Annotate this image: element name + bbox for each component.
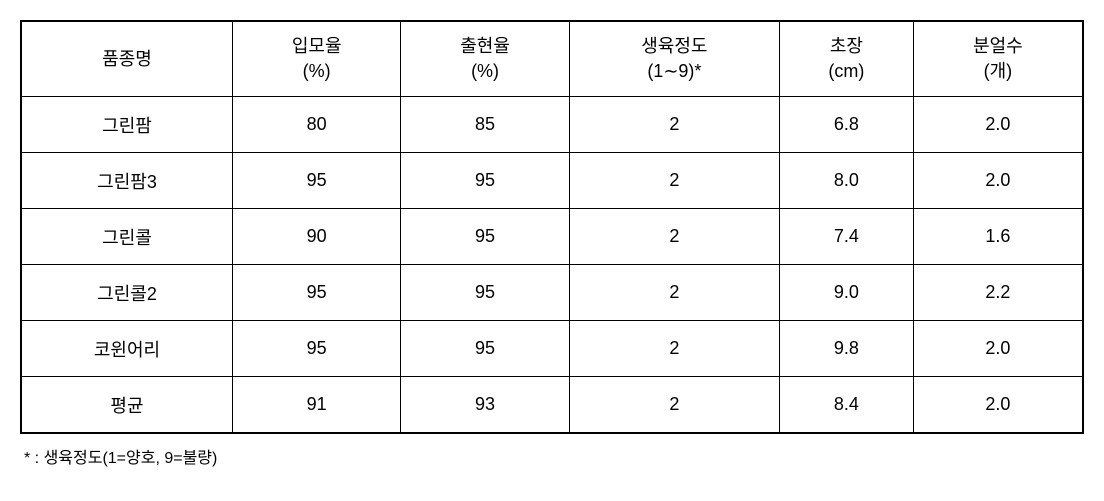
- col-header-emergence: 출현율 (%): [401, 21, 569, 97]
- table-row: 그린콜2 95 95 2 9.0 2.2: [21, 265, 1083, 321]
- cell-value: 95: [232, 153, 400, 209]
- header-main-label: 품종명: [30, 47, 224, 72]
- cell-value: 85: [401, 97, 569, 153]
- cell-variety: 그린콜2: [21, 265, 232, 321]
- cell-value: 2.0: [913, 321, 1083, 377]
- header-unit-label: (개): [922, 59, 1074, 84]
- cell-variety: 그린팜3: [21, 153, 232, 209]
- cell-value: 93: [401, 377, 569, 433]
- cell-value: 95: [232, 321, 400, 377]
- table-body: 그린팜 80 85 2 6.8 2.0 그린팜3 95 95 2 8.0 2.0…: [21, 97, 1083, 433]
- cell-value: 8.4: [779, 377, 913, 433]
- cell-variety: 코윈어리: [21, 321, 232, 377]
- col-header-establishment: 입모율 (%): [232, 21, 400, 97]
- table-row: 그린팜 80 85 2 6.8 2.0: [21, 97, 1083, 153]
- cell-value: 9.0: [779, 265, 913, 321]
- table-row: 평균 91 93 2 8.4 2.0: [21, 377, 1083, 433]
- col-header-variety: 품종명: [21, 21, 232, 97]
- cell-value: 95: [401, 321, 569, 377]
- header-main-label: 초장: [788, 34, 905, 59]
- header-unit-label: (1∼9)*: [578, 59, 771, 84]
- cell-value: 1.6: [913, 209, 1083, 265]
- cell-value: 95: [232, 265, 400, 321]
- cell-value: 9.8: [779, 321, 913, 377]
- cell-variety: 그린팜: [21, 97, 232, 153]
- cell-value: 2: [569, 321, 779, 377]
- col-header-growth: 생육정도 (1∼9)*: [569, 21, 779, 97]
- cell-value: 2.0: [913, 377, 1083, 433]
- cell-value: 95: [401, 153, 569, 209]
- cell-value: 2.0: [913, 153, 1083, 209]
- cell-value: 90: [232, 209, 400, 265]
- cell-value: 2.2: [913, 265, 1083, 321]
- table-container: 품종명 입모율 (%) 출현율 (%) 생육정도 (1∼9)* 초장 (c: [20, 20, 1084, 468]
- cell-variety: 평균: [21, 377, 232, 433]
- cell-value: 91: [232, 377, 400, 433]
- cell-variety: 그린콜: [21, 209, 232, 265]
- cell-value: 95: [401, 265, 569, 321]
- data-table: 품종명 입모율 (%) 출현율 (%) 생육정도 (1∼9)* 초장 (c: [20, 20, 1084, 434]
- cell-value: 2: [569, 377, 779, 433]
- table-header: 품종명 입모율 (%) 출현율 (%) 생육정도 (1∼9)* 초장 (c: [21, 21, 1083, 97]
- footnote-text: * : 생육정도(1=양호, 9=불량): [20, 444, 1084, 468]
- header-unit-label: (%): [409, 59, 560, 84]
- header-row: 품종명 입모율 (%) 출현율 (%) 생육정도 (1∼9)* 초장 (c: [21, 21, 1083, 97]
- header-unit-label: (cm): [788, 59, 905, 84]
- header-unit-label: (%): [241, 59, 392, 84]
- cell-value: 2: [569, 209, 779, 265]
- cell-value: 2: [569, 265, 779, 321]
- header-main-label: 출현율: [409, 34, 560, 59]
- cell-value: 8.0: [779, 153, 913, 209]
- col-header-height: 초장 (cm): [779, 21, 913, 97]
- table-row: 그린팜3 95 95 2 8.0 2.0: [21, 153, 1083, 209]
- cell-value: 95: [401, 209, 569, 265]
- header-main-label: 분얼수: [922, 34, 1074, 59]
- header-main-label: 입모율: [241, 34, 392, 59]
- col-header-tillers: 분얼수 (개): [913, 21, 1083, 97]
- cell-value: 2.0: [913, 97, 1083, 153]
- table-row: 그린콜 90 95 2 7.4 1.6: [21, 209, 1083, 265]
- cell-value: 7.4: [779, 209, 913, 265]
- cell-value: 6.8: [779, 97, 913, 153]
- cell-value: 2: [569, 153, 779, 209]
- cell-value: 2: [569, 97, 779, 153]
- cell-value: 80: [232, 97, 400, 153]
- table-row: 코윈어리 95 95 2 9.8 2.0: [21, 321, 1083, 377]
- header-main-label: 생육정도: [578, 34, 771, 59]
